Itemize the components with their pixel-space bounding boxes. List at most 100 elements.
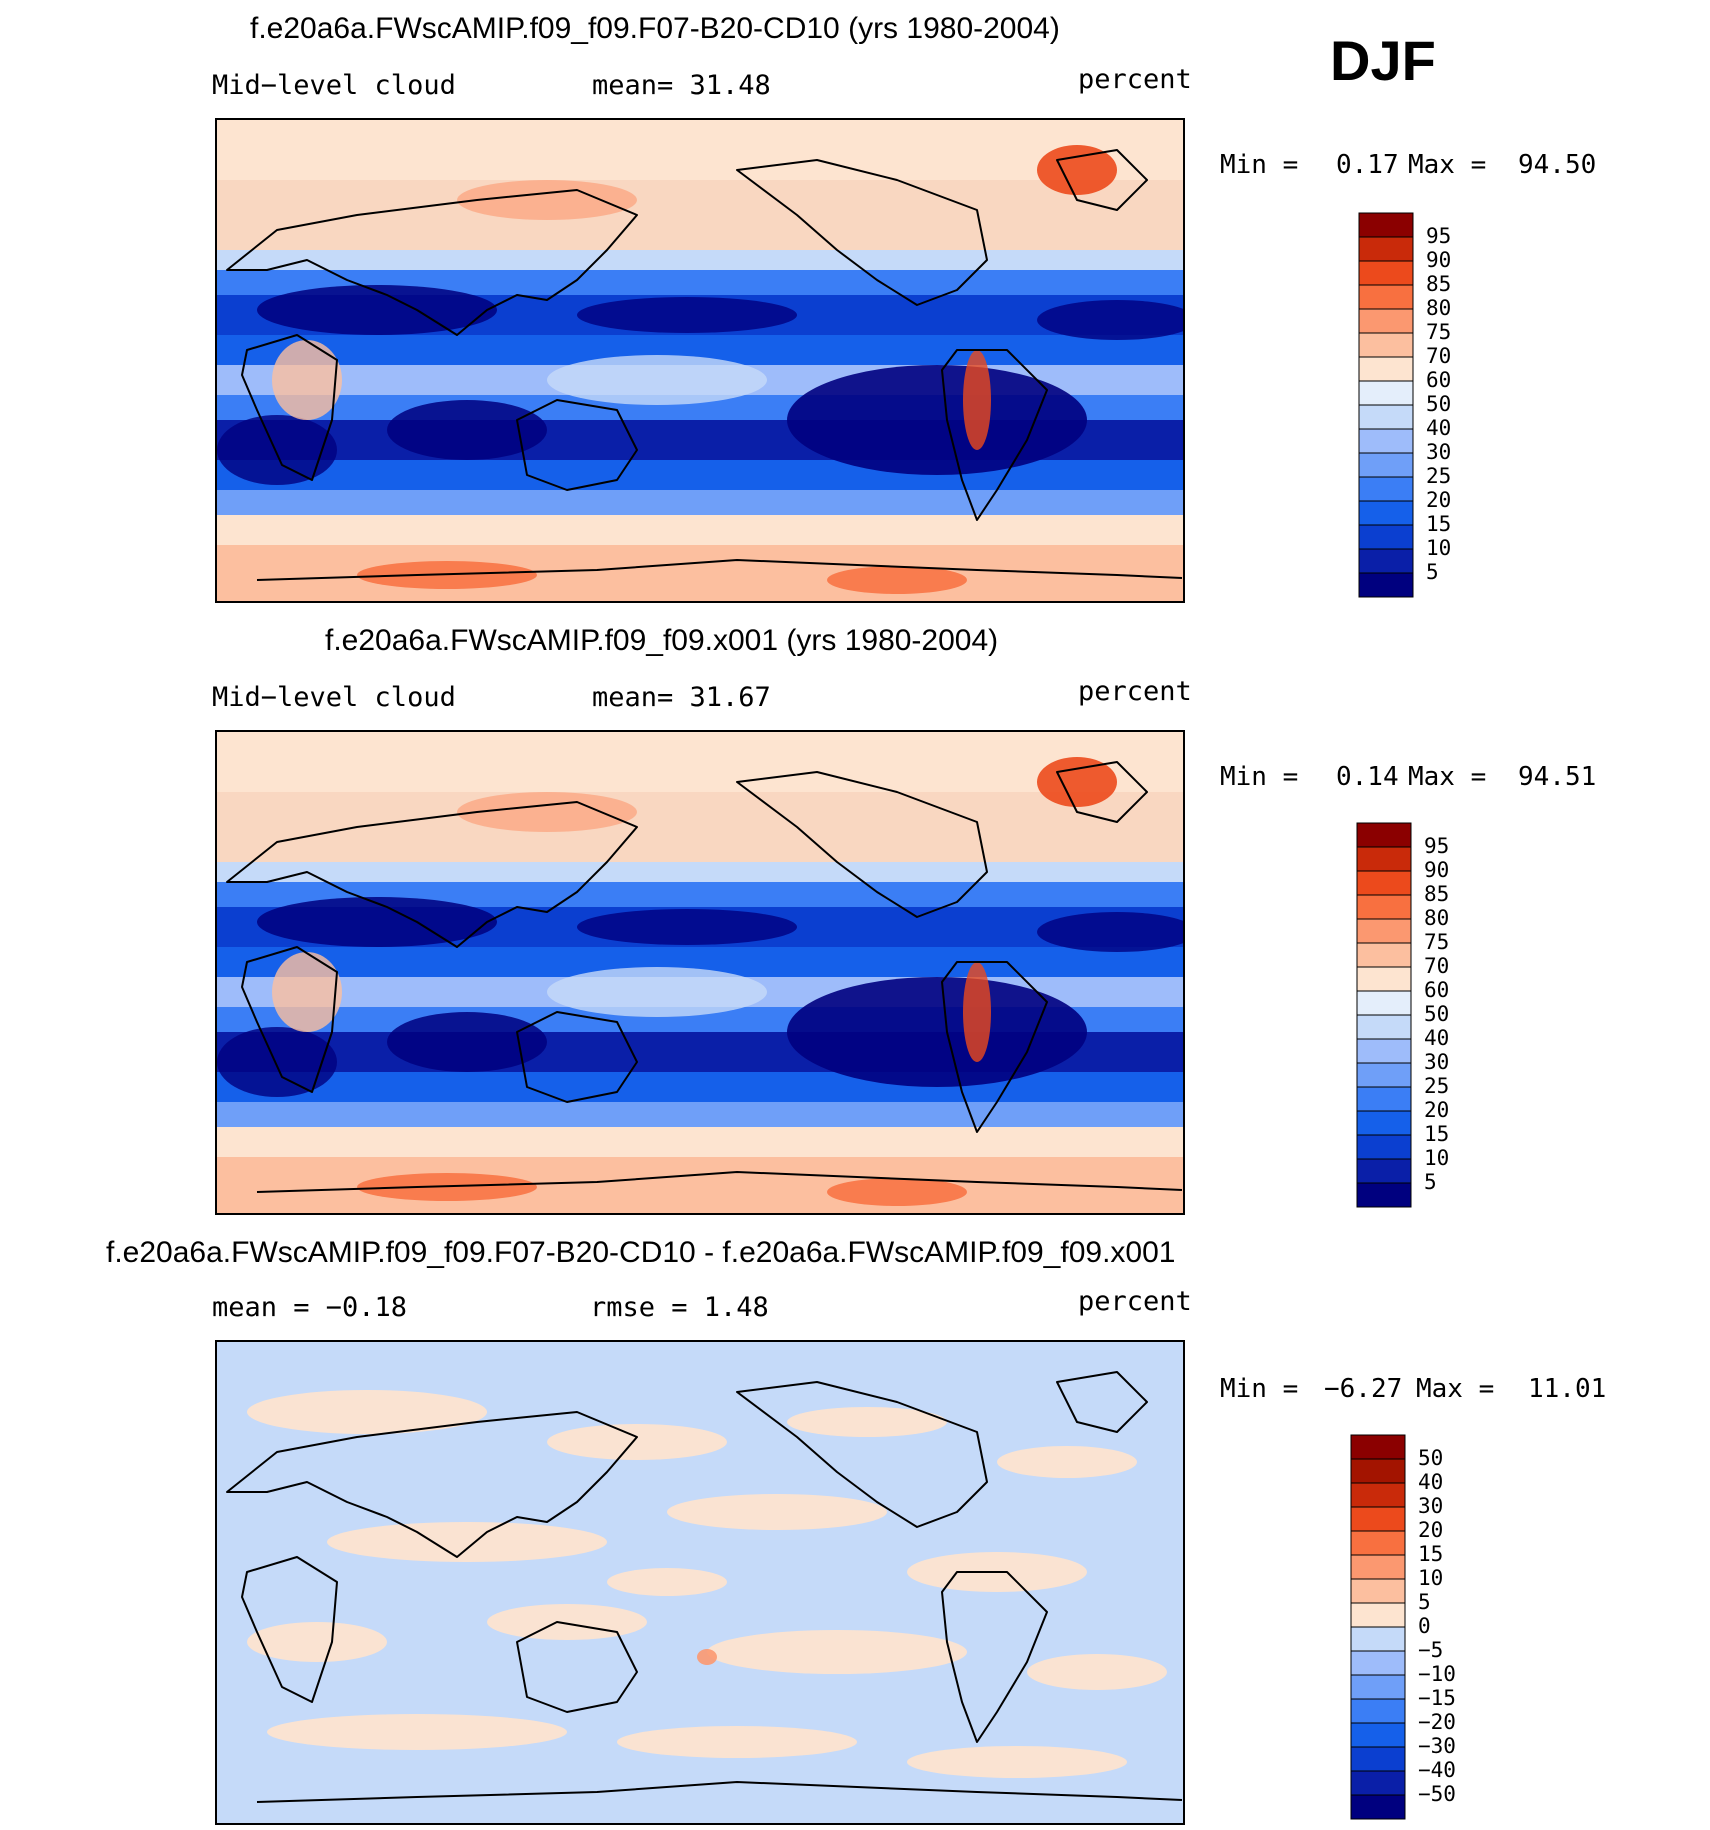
colorbar-tick-label: −40 [1418, 1758, 1456, 1782]
field-blob [907, 1746, 1127, 1778]
colorbar-tick-label: 60 [1424, 978, 1450, 1002]
colorbar-swatch [1350, 1650, 1406, 1676]
field-blob [547, 355, 767, 405]
colorbar-swatch [1356, 822, 1412, 848]
antarctica-coastline [256, 559, 1183, 581]
colorbar-tick-label: 5 [1426, 560, 1439, 584]
colorbar-swatch [1350, 1722, 1406, 1748]
north-america-coastline [736, 771, 988, 918]
field-blob [963, 962, 991, 1062]
field-blob [997, 1446, 1137, 1478]
field-blob [1037, 300, 1183, 340]
colorbar-swatch [1358, 500, 1414, 526]
field-blob [607, 1568, 727, 1596]
field-blob [547, 967, 767, 1017]
colorbar-tick-label: 10 [1424, 1146, 1450, 1170]
colorbar-tick-label: 95 [1424, 834, 1450, 858]
colorbar-tick-label: −30 [1418, 1734, 1456, 1758]
colorbar-swatch [1356, 846, 1412, 872]
panel-2-field [217, 732, 1183, 1213]
panel-3-rmse-label: rmse = 1.48 [590, 1292, 769, 1323]
colorbar-tick-label: −5 [1418, 1638, 1444, 1662]
panel-3-max-value: 11.01 [1528, 1374, 1607, 1404]
panel-2-max-value: 94.51 [1518, 762, 1597, 792]
colorbar-swatch [1358, 476, 1414, 502]
panel-2-units-label: percent [1078, 676, 1192, 707]
eurasia-coastline [226, 189, 638, 336]
colorbar-swatch [1356, 990, 1412, 1016]
field-band [217, 250, 1183, 270]
colorbar-tick-label: −50 [1418, 1782, 1456, 1806]
colorbar-swatch [1350, 1626, 1406, 1652]
field-band [217, 515, 1183, 545]
colorbar-swatch [1350, 1530, 1406, 1556]
colorbar-swatch [1350, 1746, 1406, 1772]
field-blob [387, 400, 547, 460]
colorbar-tick-label: 50 [1424, 1002, 1450, 1026]
field-blob [667, 1494, 887, 1530]
north-america-coastline [736, 159, 988, 306]
field-band [217, 180, 1183, 250]
colorbar-tick-label: 95 [1426, 224, 1452, 248]
colorbar-swatch [1350, 1794, 1406, 1820]
colorbar-tick-label: 70 [1424, 954, 1450, 978]
colorbar-tick-label: −10 [1418, 1662, 1456, 1686]
colorbar-swatch [1358, 212, 1414, 238]
colorbar-swatch [1358, 332, 1414, 358]
colorbar-swatches [1356, 822, 1412, 1208]
panel-1-map [215, 118, 1185, 603]
colorbar-swatch [1356, 966, 1412, 992]
season-label: DJF [1330, 29, 1436, 92]
colorbar-swatch [1358, 548, 1414, 574]
colorbar-swatch [1356, 1086, 1412, 1112]
colorbar-swatches [1358, 212, 1414, 598]
colorbar-tick-label: 30 [1424, 1050, 1450, 1074]
panel-3-title: f.e20a6a.FWscAMIP.f09_f09.F07-B20-CD10 -… [106, 1236, 1176, 1269]
colorbar-tick-label: 50 [1426, 392, 1452, 416]
colorbar-tick-label: 90 [1426, 248, 1452, 272]
colorbar-tick-label: 25 [1424, 1074, 1450, 1098]
panel-3-max-label: Max = [1416, 1374, 1495, 1404]
field-blob [247, 1622, 387, 1662]
field-blob [267, 1714, 567, 1750]
colorbar-swatch [1350, 1458, 1406, 1484]
colorbar-tick-label: 60 [1426, 368, 1452, 392]
colorbar-tick-label: 40 [1426, 416, 1452, 440]
colorbar-swatch [1350, 1554, 1406, 1580]
field-band [217, 120, 1183, 180]
greenland-coastline [1056, 1371, 1148, 1433]
colorbar-tick-label: 30 [1426, 440, 1452, 464]
colorbar-swatches [1350, 1434, 1406, 1820]
colorbar-tick-label: 5 [1418, 1590, 1431, 1614]
greenland-coastline [1056, 149, 1148, 211]
colorbar-swatch [1356, 1134, 1412, 1160]
antarctica-coastline [256, 1171, 1183, 1193]
field-blob [457, 792, 637, 832]
panel-3-map [215, 1340, 1185, 1825]
colorbar-tick-label: 50 [1418, 1446, 1444, 1470]
field-blob [827, 1178, 967, 1206]
colorbar-swatch [1356, 1062, 1412, 1088]
colorbar-tick-label: −15 [1418, 1686, 1456, 1710]
panel-1-min-label: Min = [1220, 150, 1299, 180]
panel-2-mean-label: mean= 31.67 [592, 682, 771, 713]
field-blob [387, 1012, 547, 1072]
field-blob [1027, 1654, 1167, 1690]
australia-coastline [516, 1621, 638, 1713]
colorbar-tick-label: 40 [1424, 1026, 1450, 1050]
colorbar-tick-label: 5 [1424, 1170, 1437, 1194]
field-blob [827, 566, 967, 594]
colorbar-swatch [1356, 1110, 1412, 1136]
panel-2-min-label: Min = [1220, 762, 1299, 792]
colorbar-swatch [1358, 260, 1414, 286]
panel-2-min-value: 0.14 [1336, 762, 1399, 792]
field-blob [577, 909, 797, 945]
field-band [217, 460, 1183, 490]
colorbar-tick-label: 80 [1424, 906, 1450, 930]
field-blob [1037, 912, 1183, 952]
colorbar-tick-label: 15 [1418, 1542, 1444, 1566]
colorbar-swatch [1358, 356, 1414, 382]
field-blob [787, 977, 1087, 1087]
africa-coastline [241, 1556, 338, 1703]
field-blob [272, 952, 342, 1032]
